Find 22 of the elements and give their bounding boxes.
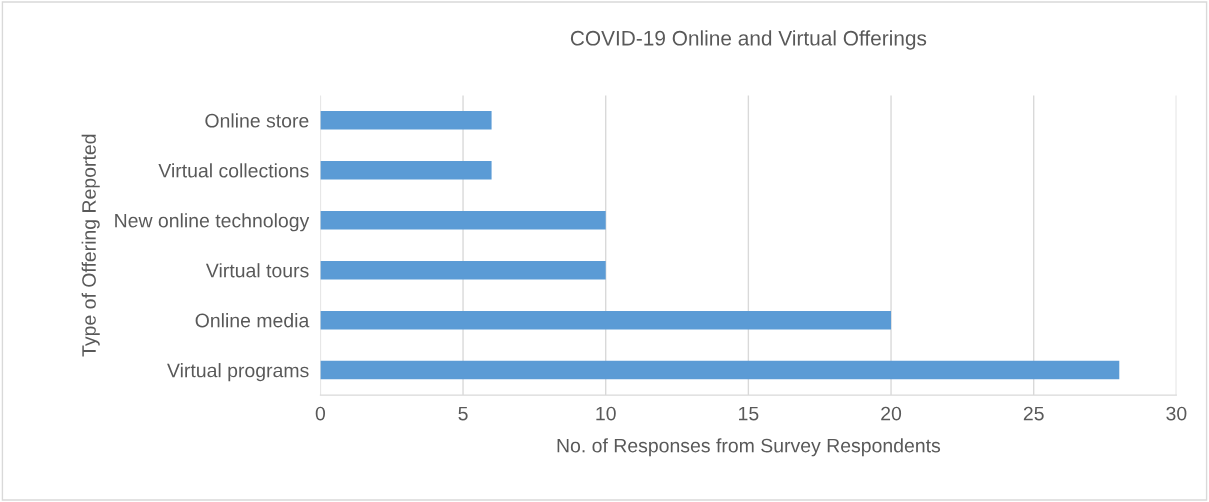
bar [320,310,892,330]
bar [320,260,606,280]
bar [320,360,1120,380]
y-tick-label: Online media [195,313,310,328]
y-tick-label: Online store [205,113,309,128]
chart-title: COVID-19 Online and Virtual Offerings [570,30,927,50]
x-tick-label: 25 [1023,406,1044,421]
bar [320,211,606,230]
x-tick-label: 10 [596,406,616,421]
x-tick-label: 20 [881,406,902,421]
x-axis-title: No. of Responses from Survey Respondents [557,438,941,457]
x-tick-label: 0 [315,406,326,421]
x-tick-label: 5 [458,406,468,421]
bar [320,161,492,180]
y-tick-label: Virtual programs [167,363,309,382]
bar [320,111,492,130]
y-axis-title: Type of Offering Reported [81,134,100,357]
x-tick-label: 30 [1166,406,1187,421]
y-tick-label: Virtual collections [158,163,309,178]
y-tick-label: New online technology [115,213,310,232]
y-tick-label: Virtual tours [205,263,309,278]
x-tick-label: 15 [739,406,759,421]
